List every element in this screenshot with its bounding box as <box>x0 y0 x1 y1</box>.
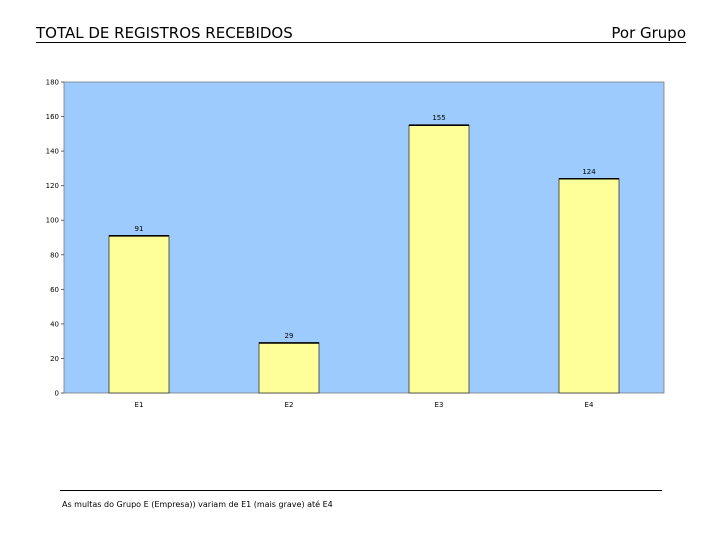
data-label: 91 <box>135 225 144 233</box>
x-tick-label: E4 <box>585 401 594 409</box>
footnote-divider <box>60 490 662 491</box>
bar <box>258 342 320 394</box>
y-tick-label: 40 <box>50 320 59 328</box>
y-tick-label: 60 <box>50 286 59 294</box>
footnote: As multas do Grupo E (Empresa)) variam d… <box>62 500 333 509</box>
y-tick-label: 80 <box>50 251 59 259</box>
data-label: 29 <box>285 332 294 340</box>
data-label: 155 <box>432 114 445 122</box>
bar <box>108 235 170 394</box>
x-axis: E1 E2 E3 E4 <box>135 401 594 409</box>
bar <box>408 124 470 394</box>
header: TOTAL DE REGISTROS RECEBIDOS Por Grupo <box>36 22 686 43</box>
x-tick-label: E3 <box>435 401 444 409</box>
bar <box>558 178 620 394</box>
y-tick-label: 140 <box>46 148 59 156</box>
y-tick-label: 180 <box>46 79 59 87</box>
y-tick-label: 120 <box>46 182 59 190</box>
y-tick-label: 160 <box>46 113 59 121</box>
group-label: Por Grupo <box>611 24 686 42</box>
x-tick-label: E2 <box>285 401 294 409</box>
y-tick-label: 100 <box>46 217 59 225</box>
page-title: TOTAL DE REGISTROS RECEBIDOS <box>36 24 293 42</box>
y-tick-label: 0 <box>55 390 59 398</box>
data-label: 124 <box>582 168 596 176</box>
y-tick-label: 20 <box>50 355 59 363</box>
y-axis: 0 20 40 60 80 100 120 140 160 180 <box>46 79 64 398</box>
x-tick-label: E1 <box>135 401 144 409</box>
bars: 91 29 155 124 <box>108 114 620 394</box>
